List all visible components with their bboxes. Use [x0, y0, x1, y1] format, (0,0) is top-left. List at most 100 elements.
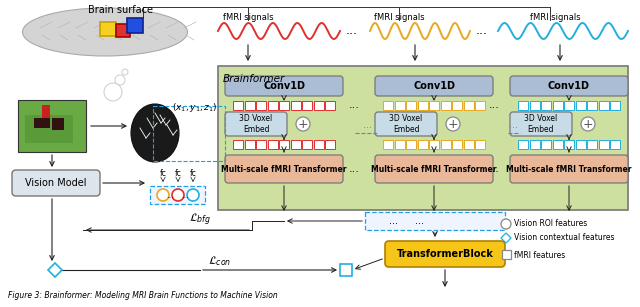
- Bar: [452, 140, 462, 149]
- Bar: [368, 216, 378, 226]
- Text: ...: ...: [390, 216, 399, 226]
- Bar: [529, 101, 540, 110]
- Bar: [314, 140, 323, 149]
- FancyBboxPatch shape: [375, 155, 493, 183]
- Bar: [610, 140, 620, 149]
- Bar: [552, 140, 563, 149]
- Text: ...: ...: [349, 164, 360, 174]
- Bar: [383, 101, 393, 110]
- Text: Conv1D: Conv1D: [548, 81, 590, 91]
- Bar: [394, 140, 404, 149]
- Bar: [429, 140, 439, 149]
- Text: Brain surface: Brain surface: [88, 5, 152, 15]
- Bar: [442, 216, 451, 226]
- Bar: [116, 24, 130, 37]
- Text: fc: fc: [189, 169, 196, 178]
- FancyBboxPatch shape: [225, 112, 287, 136]
- Bar: [291, 101, 301, 110]
- Bar: [598, 140, 609, 149]
- Text: fMRI signals: fMRI signals: [223, 13, 273, 22]
- Text: +: +: [448, 118, 458, 130]
- Bar: [575, 101, 586, 110]
- Text: +: +: [298, 118, 308, 130]
- Circle shape: [296, 117, 310, 131]
- Bar: [380, 216, 390, 226]
- Bar: [244, 101, 255, 110]
- Bar: [406, 140, 416, 149]
- Bar: [34, 118, 50, 128]
- Bar: [256, 140, 266, 149]
- Circle shape: [157, 189, 169, 201]
- Bar: [18, 100, 86, 152]
- Bar: [394, 101, 404, 110]
- Bar: [127, 18, 143, 33]
- Bar: [325, 140, 335, 149]
- Bar: [302, 140, 312, 149]
- Bar: [475, 101, 485, 110]
- Text: fMRI signals: fMRI signals: [530, 13, 580, 22]
- Circle shape: [446, 117, 460, 131]
- Text: ...: ...: [415, 216, 424, 226]
- Text: fMRI features: fMRI features: [514, 251, 565, 259]
- Text: 3D Voxel
Embed: 3D Voxel Embed: [389, 114, 422, 134]
- Text: Conv1D: Conv1D: [413, 81, 455, 91]
- FancyBboxPatch shape: [385, 241, 505, 267]
- Bar: [587, 101, 597, 110]
- Text: ...: ...: [346, 24, 358, 37]
- Text: $\mathcal{L}_{bfg}$: $\mathcal{L}_{bfg}$: [189, 212, 211, 228]
- Text: Vision Model: Vision Model: [25, 178, 87, 188]
- Bar: [279, 101, 289, 110]
- Bar: [314, 101, 323, 110]
- Bar: [153, 106, 225, 161]
- Bar: [475, 140, 485, 149]
- Text: ...: ...: [362, 120, 371, 130]
- Circle shape: [501, 219, 511, 229]
- Bar: [233, 140, 243, 149]
- Text: fc: fc: [175, 169, 181, 178]
- FancyBboxPatch shape: [375, 112, 437, 136]
- FancyBboxPatch shape: [225, 155, 343, 183]
- Text: ...: ...: [488, 100, 499, 110]
- Text: $\mathcal{L}_{con}$: $\mathcal{L}_{con}$: [209, 254, 232, 268]
- Circle shape: [172, 189, 184, 201]
- Text: ...: ...: [488, 164, 499, 174]
- Text: Brainformer: Brainformer: [223, 74, 285, 84]
- Text: ...: ...: [509, 120, 518, 130]
- Text: fMRI signals: fMRI signals: [374, 13, 424, 22]
- Bar: [256, 101, 266, 110]
- Bar: [598, 101, 609, 110]
- Bar: [610, 101, 620, 110]
- Bar: [404, 216, 414, 226]
- Text: $(x_1,y_1,z_1)$: $(x_1,y_1,z_1)$: [172, 102, 218, 115]
- Bar: [564, 101, 574, 110]
- Bar: [429, 101, 439, 110]
- Bar: [268, 140, 278, 149]
- Bar: [587, 140, 597, 149]
- Text: ...: ...: [166, 192, 175, 200]
- Circle shape: [115, 75, 125, 85]
- Bar: [218, 66, 628, 210]
- FancyBboxPatch shape: [510, 112, 572, 136]
- Text: 3D Voxel
Embed: 3D Voxel Embed: [239, 114, 273, 134]
- Bar: [440, 140, 451, 149]
- FancyBboxPatch shape: [375, 76, 493, 96]
- Bar: [325, 101, 335, 110]
- Bar: [42, 105, 50, 123]
- Text: Figure 3: Brainformer: Modeling MRI Brain Functions to Machine Vision: Figure 3: Brainformer: Modeling MRI Brai…: [8, 291, 278, 300]
- Bar: [430, 216, 440, 226]
- Ellipse shape: [22, 8, 188, 56]
- Text: +: +: [582, 118, 593, 130]
- Bar: [417, 101, 428, 110]
- Bar: [383, 140, 393, 149]
- Bar: [291, 140, 301, 149]
- Text: 3D Voxel
Embed: 3D Voxel Embed: [524, 114, 557, 134]
- Ellipse shape: [131, 104, 179, 162]
- Text: Multi-scale fMRI Transformer: Multi-scale fMRI Transformer: [221, 165, 347, 173]
- FancyBboxPatch shape: [510, 76, 628, 96]
- Bar: [244, 140, 255, 149]
- Bar: [541, 140, 551, 149]
- Text: fc: fc: [159, 169, 166, 178]
- Bar: [302, 101, 312, 110]
- Circle shape: [104, 83, 122, 101]
- Bar: [340, 264, 352, 276]
